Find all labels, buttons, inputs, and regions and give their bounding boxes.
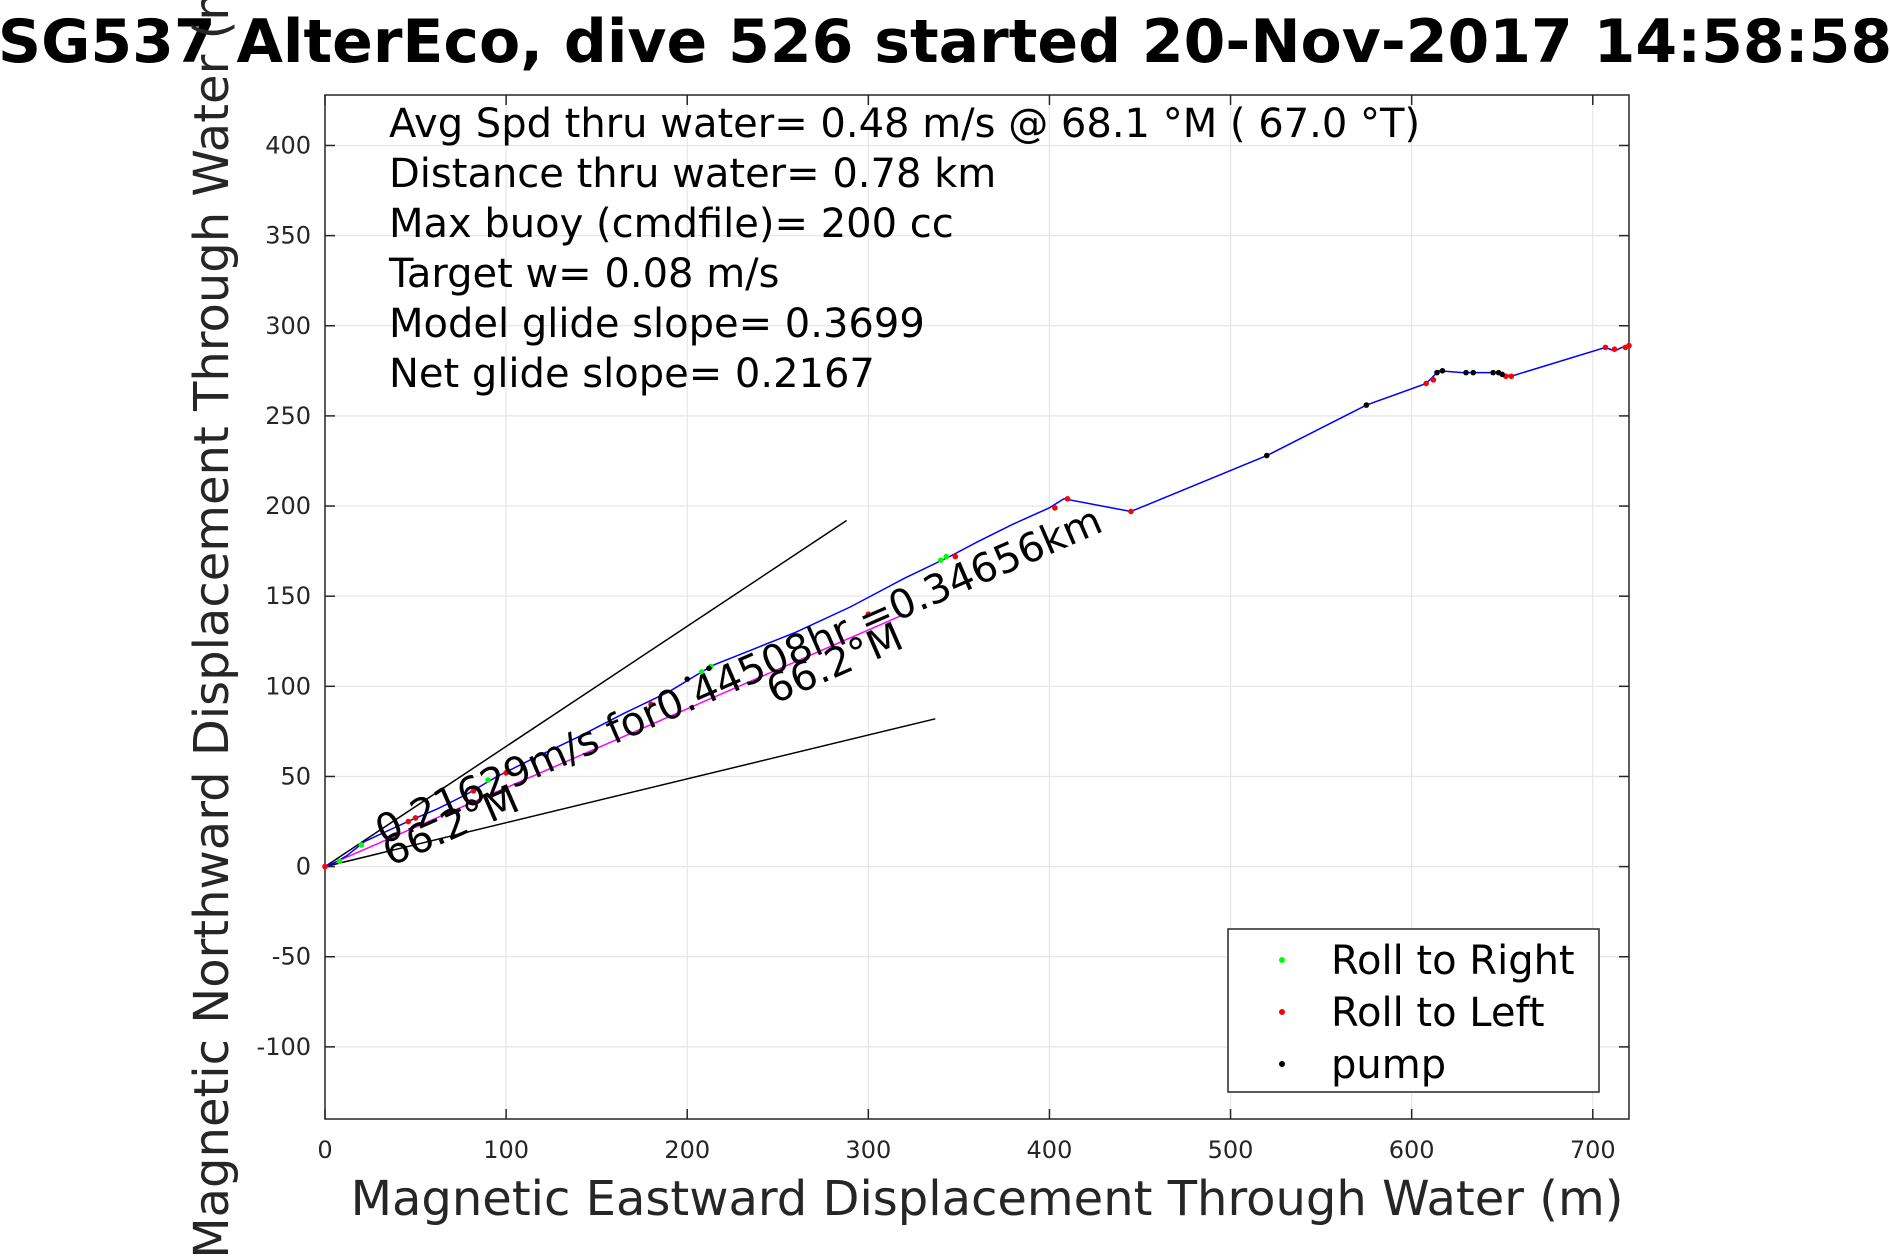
roll-to-left-point	[412, 815, 419, 821]
legend-marker-pump	[1279, 1061, 1285, 1067]
roll-to-left-point	[503, 770, 509, 776]
y-tick-label: 50	[280, 762, 311, 790]
ticks: 0 100 200 300 400 500 600 700 -100 -50 0 50 100 150 20…	[257, 95, 1629, 1164]
info-line: Target w= 0.08 m/s	[388, 251, 779, 297]
pump-point	[706, 665, 712, 672]
roll-to-right-point	[485, 777, 491, 783]
x-tick-label: 300	[845, 1136, 891, 1164]
x-tick-label: 600	[1389, 1136, 1435, 1164]
y-tick-label: 300	[265, 312, 311, 340]
roll-to-left-point	[405, 818, 412, 825]
info-text-block: Avg Spd thru water= 0.48 m/s @ 68.1 °M (…	[388, 101, 1420, 397]
roll-to-left-point	[865, 611, 872, 618]
roll-to-left-point	[1423, 380, 1429, 387]
x-tick-label: 200	[664, 1136, 710, 1164]
y-tick-label: 400	[265, 131, 311, 159]
x-tick-label: 700	[1570, 1136, 1616, 1164]
model-glide-line	[324, 613, 905, 868]
legend-marker-roll-to-left	[1279, 1009, 1285, 1015]
legend-box	[1227, 928, 1600, 1093]
x-tick-label: 400	[1027, 1136, 1073, 1164]
pump-point	[1463, 369, 1469, 376]
roll-to-left-point	[952, 553, 959, 560]
y-axis-label: Magnetic Northward Displacement Through …	[184, 0, 240, 1259]
x-tick-label: 500	[1208, 1136, 1254, 1164]
roll-to-left-point	[1128, 508, 1134, 515]
y-tick-label: 0	[296, 853, 311, 881]
info-line: Avg Spd thru water= 0.48 m/s @ 68.1 °M (…	[389, 101, 1420, 147]
plot-data	[322, 342, 1632, 870]
chart-title: SG537 AlterEco, dive 526 started 20-Nov-…	[0, 7, 1890, 77]
legend-label-roll-to-left: Roll to Left	[1331, 990, 1545, 1036]
roll-to-right-point	[937, 557, 944, 563]
info-line: Distance thru water= 0.78 km	[389, 151, 996, 197]
pump-point	[1439, 368, 1446, 374]
legend-label-pump: pump	[1331, 1042, 1446, 1088]
info-line: Model glide slope= 0.3699	[389, 301, 925, 347]
roll-to-left-point	[1626, 342, 1632, 349]
y-tick-label: 150	[265, 582, 311, 610]
legend: Roll to Right Roll to Left pump	[1227, 928, 1600, 1093]
y-tick-label: 200	[265, 492, 311, 520]
roll-to-left-point	[1052, 505, 1058, 511]
x-tick-label: 100	[483, 1136, 529, 1164]
pump-point	[1470, 369, 1477, 376]
grid	[324, 95, 1629, 1119]
x-axis-label: Magnetic Eastward Displacement Through W…	[351, 1171, 1624, 1227]
roll-to-left-point	[1508, 373, 1515, 380]
pump-point	[1434, 369, 1440, 376]
pump-point	[1363, 402, 1370, 408]
legend-label-roll-to-right: Roll to Right	[1331, 938, 1575, 984]
pump-point	[1490, 369, 1496, 376]
roll-to-right-point	[336, 858, 343, 864]
roll-to-left-point	[1064, 496, 1071, 502]
roll-to-right-point	[358, 842, 365, 848]
pump-point	[1263, 452, 1270, 459]
roll-to-left-point	[470, 788, 477, 794]
y-tick-label: 250	[265, 402, 311, 430]
roll-to-left-point	[1430, 377, 1437, 383]
plot-frame	[324, 94, 1630, 1120]
pump-point	[1499, 371, 1506, 378]
pump-point	[684, 676, 691, 682]
x-tick-label: 0	[317, 1136, 332, 1164]
heading-wedge-line	[324, 519, 848, 868]
roll-to-right-point	[943, 553, 950, 560]
roll-to-left-point	[1611, 346, 1618, 352]
y-tick-label: 100	[265, 672, 311, 700]
heading-wedge-line	[324, 718, 936, 868]
roll-to-left-point	[1602, 344, 1609, 351]
roll-to-left-point	[648, 701, 654, 708]
y-tick-label: -50	[272, 943, 311, 971]
legend-marker-roll-to-right	[1279, 957, 1285, 963]
roll-to-right-point	[698, 669, 705, 675]
info-line: Max buoy (cmdfile)= 200 cc	[389, 201, 954, 247]
y-tick-label: -100	[257, 1033, 311, 1061]
roll-to-left-point	[322, 863, 328, 870]
y-tick-label: 350	[265, 222, 311, 250]
info-line: Net glide slope= 0.2167	[389, 351, 875, 397]
